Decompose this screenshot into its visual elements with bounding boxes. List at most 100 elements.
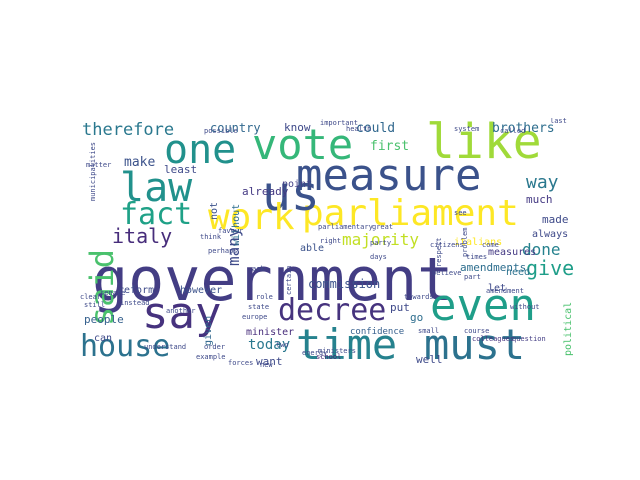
word-called: called xyxy=(500,127,526,135)
word-house: house xyxy=(80,329,171,364)
word-citizens: citizens xyxy=(430,241,464,249)
word-state: state xyxy=(248,303,270,311)
word-favour: favour xyxy=(218,227,244,235)
word-put: put xyxy=(390,301,410,314)
word-way: way xyxy=(526,172,559,193)
word-senate: senate xyxy=(100,289,126,297)
word-already: already xyxy=(242,185,289,198)
word-cloud: government measure parliament vote like one us… xyxy=(80,118,576,368)
word-understand: understand xyxy=(144,343,187,351)
word-fact: fact xyxy=(120,197,193,232)
word-therefore: therefore xyxy=(82,120,175,140)
word-great: great xyxy=(372,223,394,231)
word-still: still xyxy=(84,301,106,309)
word-example: example xyxy=(196,353,226,361)
word-must: must xyxy=(424,320,526,368)
word-vote: vote xyxy=(252,120,354,169)
word-measure: measure xyxy=(296,150,482,201)
word-majority: majority xyxy=(342,230,420,249)
word-could: could xyxy=(356,121,396,136)
word-parliamentary: parliamentary xyxy=(318,223,373,231)
word-clear: clear xyxy=(80,293,102,301)
word-point: point xyxy=(282,179,313,190)
word-question: question xyxy=(512,335,546,343)
word-decree: decree xyxy=(278,293,387,328)
word-not: not xyxy=(209,201,220,220)
word-one: one xyxy=(164,127,237,173)
word-say: say xyxy=(142,288,222,339)
word-let: let xyxy=(488,283,507,294)
word-days: days xyxy=(370,253,387,261)
word-right: right xyxy=(320,237,342,245)
word-course: course xyxy=(464,327,490,335)
word-like: like xyxy=(426,118,542,170)
word-country: country xyxy=(210,121,261,135)
word-minister: minister xyxy=(246,327,295,338)
word-matter: matter xyxy=(86,161,112,169)
word-political: political xyxy=(563,301,574,356)
word-even: even xyxy=(430,280,536,331)
word-new: new xyxy=(260,361,273,369)
word-health: health xyxy=(346,125,372,133)
word-law: law xyxy=(120,165,193,211)
word-believe: believe xyxy=(432,269,462,277)
word-order: order xyxy=(204,343,226,351)
word-make: make xyxy=(124,155,156,170)
word-small: small xyxy=(418,327,440,335)
word-least: least xyxy=(164,163,198,176)
word-important: important xyxy=(320,119,358,127)
word-italy: italy xyxy=(112,224,173,248)
word-come: come xyxy=(482,241,499,249)
word-colleagues: colleagues xyxy=(472,335,515,343)
word-always: always xyxy=(532,229,569,240)
word-go: go xyxy=(410,311,424,324)
word-parliament: parliament xyxy=(302,193,519,234)
word-certain: certain xyxy=(285,265,293,295)
word-know: know xyxy=(284,121,311,134)
word-done: done xyxy=(522,240,561,259)
word-possible: possible xyxy=(204,127,238,135)
word-part: part xyxy=(464,273,481,281)
word-given: given xyxy=(203,315,214,346)
word-forces: forces xyxy=(228,359,254,367)
word-ministers: ministers xyxy=(318,347,356,355)
word-however: however xyxy=(180,285,223,296)
word-italians: italians xyxy=(454,237,503,248)
word-school: school xyxy=(316,353,342,361)
word-amendments: amendments xyxy=(460,261,527,274)
word-first: first xyxy=(370,139,410,154)
word-people: people xyxy=(84,313,124,326)
word-commission: commission xyxy=(308,277,381,291)
word-two: two xyxy=(276,341,289,349)
word-ask: ask xyxy=(252,265,265,273)
word-europe: europe xyxy=(242,313,268,321)
word-government: government xyxy=(92,245,454,315)
word-measures: measures xyxy=(488,247,537,258)
word-well: well xyxy=(416,353,443,366)
word-times: times xyxy=(466,253,488,261)
word-role: role xyxy=(256,293,273,301)
word-made: made xyxy=(542,213,569,226)
word-last: last xyxy=(550,118,567,125)
word-amendment: amendment xyxy=(486,287,524,295)
word-want: want xyxy=(256,355,283,368)
word-can: can xyxy=(94,333,113,344)
word-brothers: brothers xyxy=(492,121,555,136)
word-without: without xyxy=(231,203,242,246)
word-today: today xyxy=(248,337,291,353)
word-without-2: without xyxy=(510,303,540,311)
word-need: need xyxy=(506,267,531,278)
word-time: time xyxy=(296,320,398,368)
word-much: much xyxy=(526,193,553,206)
word-municipalities: municipalities xyxy=(89,141,97,201)
word-give: give xyxy=(526,256,575,280)
word-energy: energy xyxy=(302,349,328,357)
word-think: think xyxy=(200,233,222,241)
word-another: another xyxy=(166,307,196,315)
word-confidence: confidence xyxy=(350,327,405,337)
word-able: able xyxy=(300,243,325,254)
word-perhaps: perhaps xyxy=(208,247,238,255)
word-party: party xyxy=(370,239,392,247)
word-towards: towards xyxy=(404,293,434,301)
word-work: work xyxy=(208,197,295,238)
